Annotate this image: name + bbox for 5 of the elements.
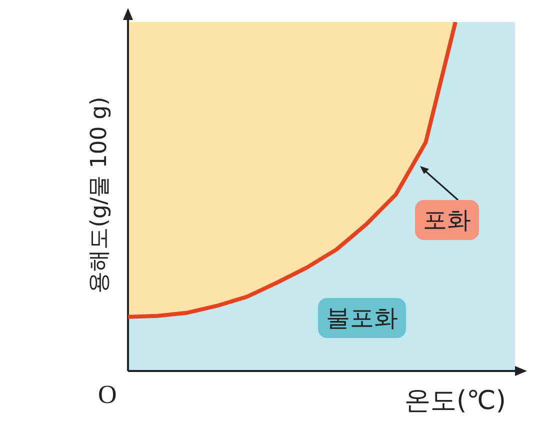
y-axis-title: 용해도(g/물 100 g) [87, 96, 113, 294]
text: O [98, 380, 117, 410]
annotation: 불포화 [318, 298, 406, 338]
x-axis-title: 온도(℃) [404, 385, 506, 418]
annotation: 포화 [415, 200, 479, 240]
